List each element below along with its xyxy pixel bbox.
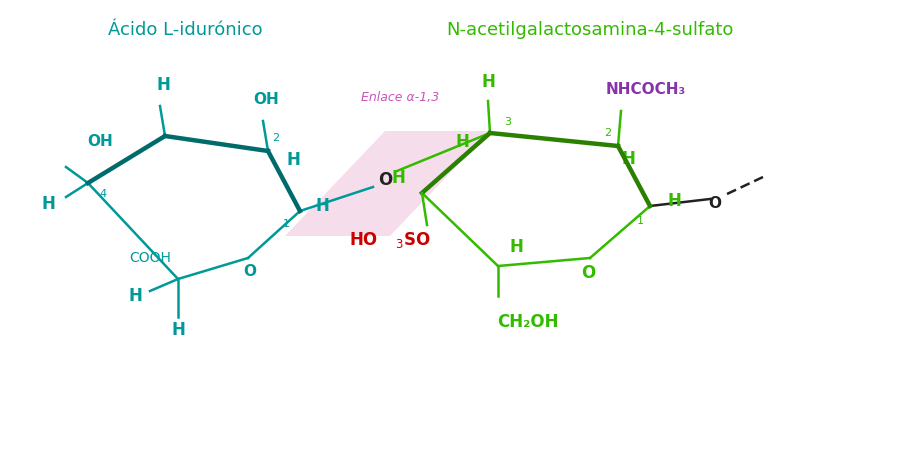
Text: H: H (621, 150, 635, 168)
Text: OH: OH (253, 92, 278, 107)
Text: H: H (455, 133, 469, 151)
Text: H: H (481, 73, 495, 91)
Text: H: H (41, 194, 55, 212)
Text: H: H (286, 151, 300, 169)
Text: 4: 4 (99, 189, 107, 198)
Text: N-acetilgalactosamina-4-sulfato: N-acetilgalactosamina-4-sulfato (447, 21, 733, 39)
Text: H: H (667, 192, 681, 210)
Text: H: H (509, 238, 523, 255)
Text: 3: 3 (505, 117, 512, 127)
Text: O: O (378, 170, 392, 189)
Text: 1: 1 (637, 216, 643, 226)
Text: H: H (315, 197, 329, 215)
Text: Ácido L-idurónico: Ácido L-idurónico (108, 21, 262, 39)
Text: H: H (171, 320, 185, 338)
Text: 2: 2 (272, 133, 279, 143)
Text: 1: 1 (282, 219, 289, 229)
Text: COOH: COOH (129, 250, 171, 264)
Text: O: O (709, 196, 721, 211)
Text: O: O (244, 264, 256, 279)
Text: 2: 2 (605, 128, 611, 138)
Polygon shape (285, 132, 490, 236)
Text: O: O (581, 263, 596, 281)
Text: CH₂OH: CH₂OH (497, 312, 559, 330)
Text: NHCOCH₃: NHCOCH₃ (606, 81, 686, 96)
Text: Enlace α-1,3: Enlace α-1,3 (361, 90, 439, 103)
Text: H: H (156, 76, 170, 94)
Text: HO: HO (350, 230, 378, 249)
Text: $_3$SO: $_3$SO (395, 230, 430, 249)
Text: H: H (391, 169, 405, 187)
Text: OH: OH (87, 134, 113, 149)
Text: H: H (128, 286, 142, 304)
